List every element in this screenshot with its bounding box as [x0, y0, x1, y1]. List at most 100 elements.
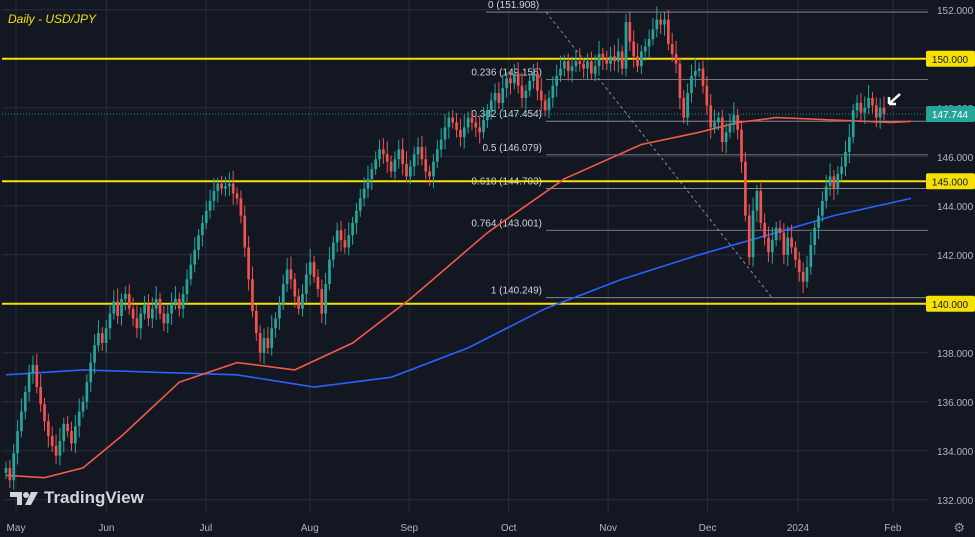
candle-body	[474, 122, 478, 128]
level-price-tag	[926, 50, 975, 67]
candle-body	[589, 61, 593, 74]
candle-body	[23, 391, 27, 412]
candle-body	[243, 215, 247, 248]
candle-body	[624, 22, 628, 69]
candle-body	[405, 164, 408, 177]
last-price-label: 147.744	[932, 110, 969, 121]
sma200-line	[5, 197, 912, 388]
candle-body	[97, 333, 100, 346]
candle-body	[605, 58, 609, 64]
candle-body	[482, 120, 485, 133]
candle-body	[89, 362, 93, 383]
y-tick-label: 134.000	[937, 447, 974, 458]
candle-body	[509, 78, 512, 84]
chart-title: Daily - USD/JPY	[8, 12, 97, 26]
candle-body	[4, 467, 8, 473]
candle-body	[786, 237, 790, 255]
candle-body	[836, 173, 840, 189]
candle-body	[682, 97, 686, 118]
fib-label: 0.764 (143.001)	[471, 218, 542, 229]
settings-icon[interactable]: ⚙	[953, 520, 965, 535]
candle-body	[659, 19, 662, 25]
candle-body	[486, 110, 489, 121]
candle-body	[154, 298, 158, 309]
candle-body	[578, 61, 582, 64]
candle-body	[493, 93, 497, 101]
candle-body	[686, 93, 689, 118]
candle-body	[655, 19, 659, 30]
candle-body	[717, 117, 720, 123]
y-tick-label: 136.000	[937, 398, 974, 409]
candle-body	[478, 127, 482, 133]
candle-body	[174, 298, 177, 304]
candle-body	[124, 293, 127, 299]
candle-body	[782, 232, 786, 255]
candle-body	[432, 161, 435, 177]
candle-body	[339, 230, 343, 241]
candle-body	[77, 411, 81, 427]
candle-body	[266, 338, 270, 348]
candle-body	[331, 242, 335, 260]
candle-body	[343, 240, 347, 248]
arrow-annotation-icon	[887, 93, 901, 106]
candle-body	[563, 61, 566, 69]
candle-body	[293, 279, 297, 297]
candle-body	[378, 149, 381, 160]
candle-body	[794, 247, 797, 260]
candle-body	[328, 259, 331, 285]
candle-body	[297, 296, 301, 309]
candle-body	[451, 117, 455, 123]
candle-body	[31, 365, 35, 373]
candle-body	[574, 61, 578, 67]
candle-body	[512, 73, 516, 84]
candle-body	[204, 210, 208, 223]
candle-body	[586, 61, 589, 69]
y-tick-label: 144.000	[937, 202, 974, 213]
candle-body	[447, 117, 451, 128]
candle-body	[43, 404, 46, 422]
fib-label: 0.382 (147.454)	[471, 109, 542, 120]
candle-body	[778, 227, 782, 233]
candle-body	[312, 262, 316, 277]
candle-body	[201, 222, 204, 236]
candle-body	[8, 467, 12, 481]
candle-body	[108, 313, 112, 329]
candle-body	[247, 247, 250, 280]
candle-body	[851, 110, 855, 138]
candle-body	[162, 313, 166, 324]
candle-body	[678, 63, 682, 98]
candle-body	[616, 51, 620, 62]
candle-body	[177, 298, 181, 309]
candle-body	[643, 46, 647, 52]
candle-body	[235, 193, 239, 199]
candle-body	[701, 68, 705, 86]
y-tick-label: 142.000	[937, 251, 974, 262]
candle-body	[428, 171, 431, 177]
candle-body	[728, 124, 732, 133]
candle-body	[382, 149, 385, 155]
tradingview-logo-icon	[10, 490, 38, 506]
candle-body	[539, 90, 543, 101]
candle-body	[770, 240, 774, 253]
candle-body	[797, 259, 801, 272]
x-tick-label: Jul	[199, 523, 212, 534]
candle-body	[459, 129, 462, 138]
candle-body	[520, 85, 524, 98]
candle-body	[817, 215, 820, 228]
candle-body	[582, 63, 585, 69]
candle-body	[185, 279, 189, 294]
candle-body	[374, 159, 378, 170]
candle-body	[358, 198, 362, 211]
candle-body	[555, 75, 559, 86]
candle-body	[455, 122, 458, 130]
y-tick-label: 146.000	[937, 153, 974, 164]
candle-body	[147, 303, 150, 319]
fib-label: 0 (151.908)	[488, 0, 539, 11]
candle-body	[505, 78, 508, 89]
candle-body	[385, 154, 389, 162]
candle-body	[674, 53, 678, 64]
horizontal-levels	[2, 57, 928, 305]
candle-body	[35, 365, 39, 388]
candle-body	[697, 68, 701, 72]
